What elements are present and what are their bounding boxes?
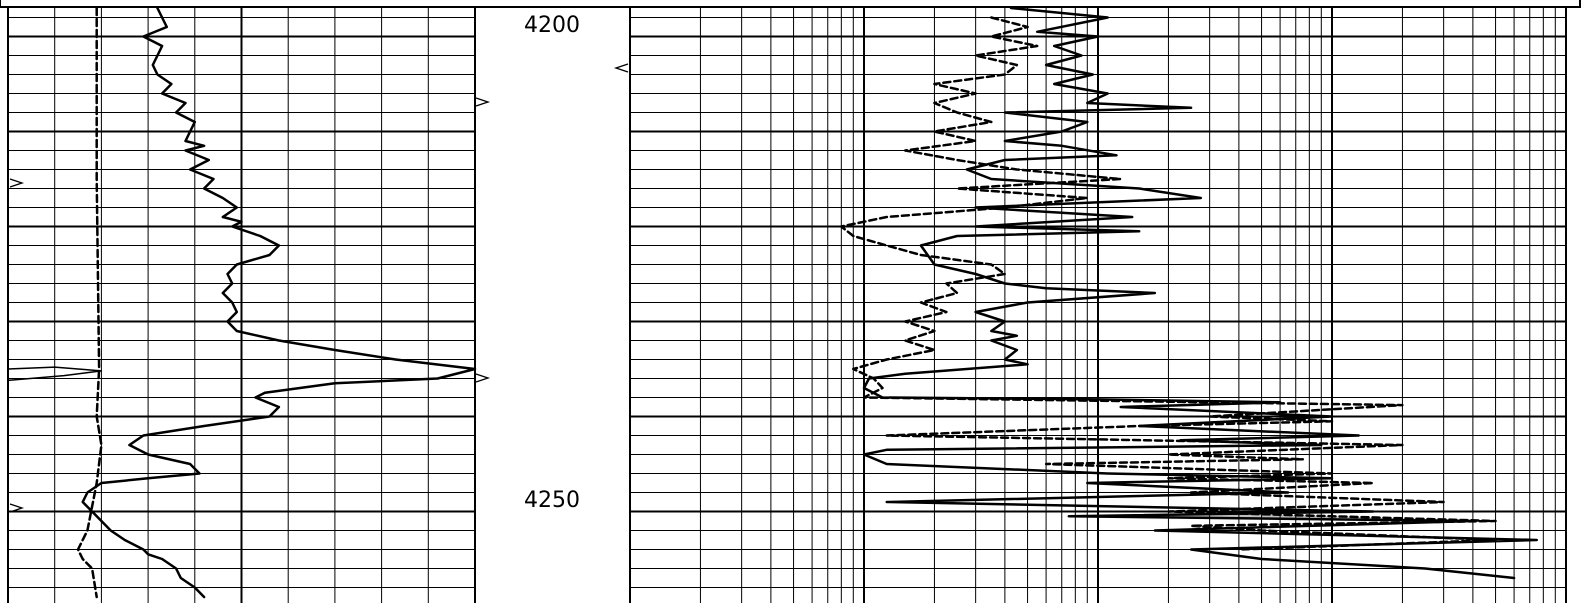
marker-track2-edge xyxy=(613,63,629,73)
curve-track2-dashed-1 xyxy=(840,16,1497,551)
curve-track1-solid-thin-2 xyxy=(7,366,103,382)
marker-track1-edge-a xyxy=(475,97,491,107)
depth-label-4250: 4250 xyxy=(524,488,580,513)
log-curves xyxy=(7,6,1539,599)
depth-label-4200: 4200 xyxy=(524,13,580,38)
curve-track2-solid-0 xyxy=(862,6,1539,580)
curve-track1-solid-1 xyxy=(81,6,477,599)
marker-track1-b xyxy=(9,503,25,513)
marker-track1-a xyxy=(9,178,25,188)
marker-track1-edge-b xyxy=(475,373,491,383)
curve-track1-dashed-0 xyxy=(76,6,103,599)
scale-marker-arrows xyxy=(9,63,629,513)
